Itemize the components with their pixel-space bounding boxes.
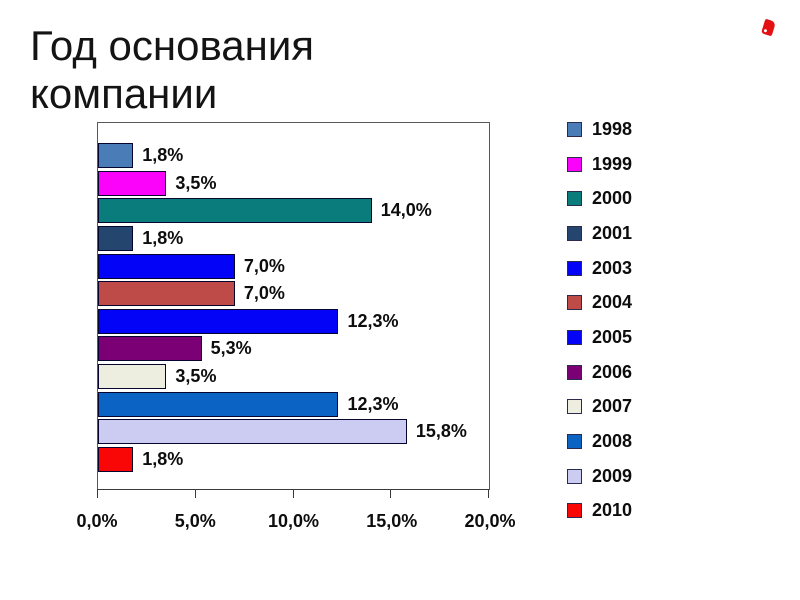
- legend-label-1999: 1999: [592, 153, 633, 174]
- x-axis-tick-4: [488, 489, 489, 498]
- bar-value-label-2004: 7,0%: [243, 283, 285, 304]
- bar-row-2005: 12,3%: [98, 308, 489, 336]
- bar-row-2007: 3,5%: [98, 363, 489, 391]
- legend-swatch-2004: [567, 295, 582, 311]
- bar-value-label-2000: 14,0%: [380, 200, 432, 221]
- bar-row-2006: 5,3%: [98, 335, 489, 363]
- legend-label-2004: 2004: [592, 292, 633, 313]
- bar-row-2009: 15,8%: [98, 418, 489, 446]
- bars-container: 1,8% 3,5% 14,0% 1,8% 7,0% 7,0% 12,3% 5,3% 3,5% 12…: [98, 142, 489, 473]
- bar-2003: [98, 253, 235, 279]
- legend-label-2000: 2000: [592, 188, 633, 209]
- legend-label-2008: 2008: [592, 431, 633, 452]
- legend-item-1998: 1998: [567, 112, 632, 147]
- x-axis-label-0: 0,0%: [76, 511, 118, 531]
- bar-1998: [98, 143, 134, 169]
- x-axis-label-1: 5,0%: [174, 511, 216, 531]
- legend-swatch-2003: [567, 260, 582, 276]
- bar-value-label-1998: 1,8%: [142, 145, 184, 166]
- x-axis-labels: 0,0% 5,0% 10,0% 15,0% 20,0%: [76, 511, 515, 535]
- x-axis-tick-0: [97, 489, 98, 498]
- legend-swatch-2000: [567, 191, 582, 207]
- bar-value-label-2001: 1,8%: [142, 228, 184, 249]
- bar-1999: [98, 170, 167, 196]
- page-title: Год основания компании: [30, 22, 315, 117]
- legend-swatch-2009: [567, 468, 582, 484]
- chart-plot-area: 1,8% 3,5% 14,0% 1,8% 7,0% 7,0% 12,3% 5,3% 3,5% 12…: [97, 122, 490, 498]
- legend-swatch-2008: [567, 434, 582, 450]
- legend-label-2001: 2001: [592, 222, 633, 243]
- bar-row-2003: 7,0%: [98, 252, 489, 280]
- legend-item-2001: 2001: [567, 216, 632, 251]
- bar-2009: [98, 419, 407, 445]
- bar-row-1999: 3,5%: [98, 170, 489, 198]
- bar-value-label-2008: 12,3%: [347, 393, 399, 414]
- bar-value-label-2007: 3,5%: [175, 366, 217, 387]
- legend-swatch-1999: [567, 156, 582, 172]
- bar-row-2010: 1,8%: [98, 446, 489, 474]
- legend-item-2000: 2000: [567, 181, 632, 216]
- legend-swatch-2007: [567, 399, 582, 415]
- legend-label-2010: 2010: [592, 500, 633, 521]
- bar-row-1998: 1,8%: [98, 142, 489, 170]
- legend-item-2005: 2005: [567, 320, 632, 355]
- bar-value-label-2005: 12,3%: [347, 310, 399, 331]
- bar-value-label-2009: 15,8%: [415, 421, 467, 442]
- bar-value-label-1999: 3,5%: [175, 172, 217, 193]
- legend-item-1999: 1999: [567, 147, 632, 182]
- bar-value-label-2006: 5,3%: [210, 338, 252, 359]
- x-axis-label-3: 15,0%: [366, 511, 418, 531]
- legend-swatch-2001: [567, 225, 582, 241]
- bar-2010: [98, 446, 134, 472]
- legend-item-2006: 2006: [567, 355, 632, 390]
- bar-2008: [98, 391, 339, 417]
- legend-item-2008: 2008: [567, 424, 632, 459]
- x-axis-tick-1: [194, 489, 196, 498]
- legend-swatch-2005: [567, 329, 582, 345]
- legend-swatch-1998: [567, 121, 582, 137]
- x-axis-label-4: 20,0%: [464, 511, 516, 531]
- legend-item-2003: 2003: [567, 251, 632, 286]
- legend-item-2007: 2007: [567, 390, 632, 425]
- bar-2006: [98, 336, 202, 362]
- bar-value-label-2003: 7,0%: [243, 255, 285, 276]
- x-axis-label-2: 10,0%: [267, 511, 320, 531]
- bar-2001: [98, 226, 134, 252]
- bar-2007: [98, 364, 167, 390]
- legend-label-2005: 2005: [592, 326, 633, 347]
- legend-label-2006: 2006: [592, 361, 633, 382]
- bar-2005: [98, 308, 339, 334]
- legend-item-2009: 2009: [567, 459, 632, 494]
- legend-swatch-2010: [567, 503, 582, 519]
- legend-label-2009: 2009: [592, 465, 633, 486]
- bar-row-2001: 1,8%: [98, 225, 489, 253]
- bar-row-2008: 12,3%: [98, 390, 489, 418]
- bar-row-2004: 7,0%: [98, 280, 489, 308]
- x-axis-tick-2: [292, 489, 294, 498]
- x-axis-tick-3: [390, 489, 392, 498]
- bar-2000: [98, 198, 372, 224]
- legend-label-1998: 1998: [592, 118, 633, 139]
- legend-label-2003: 2003: [592, 257, 633, 278]
- bar-value-label-2010: 1,8%: [142, 448, 184, 469]
- bar-row-2000: 14,0%: [98, 197, 489, 225]
- legend-swatch-2006: [567, 364, 582, 380]
- legend-label-2007: 2007: [592, 396, 633, 417]
- legend-item-2004: 2004: [567, 285, 632, 320]
- brand-logo-icon: [761, 18, 776, 37]
- bar-2004: [98, 281, 235, 307]
- legend-item-2010: 2010: [567, 494, 632, 529]
- legend: 1998 1999 2000 2001 2003 2004 2005 2006 2007 2008…: [567, 112, 632, 528]
